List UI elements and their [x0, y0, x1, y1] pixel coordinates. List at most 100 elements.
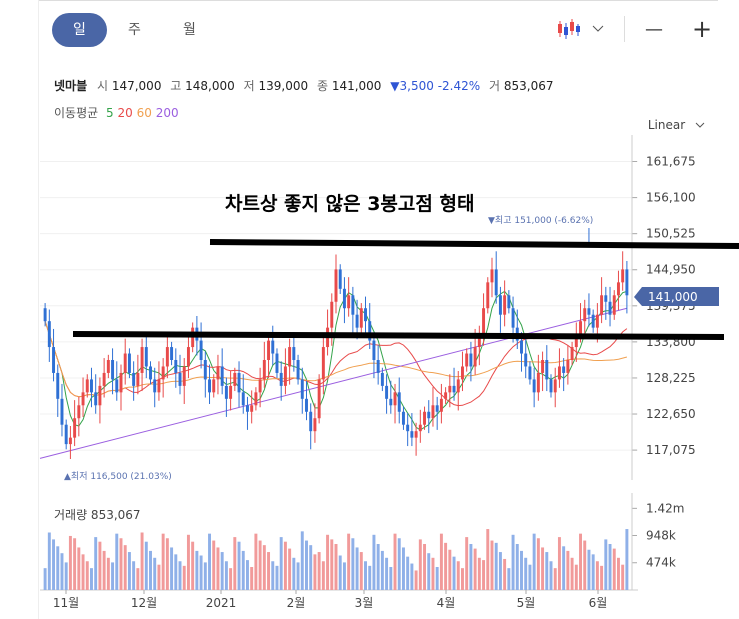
volume-bar	[47, 532, 51, 590]
candle-body	[393, 392, 397, 406]
volume-bar	[364, 561, 367, 590]
volume-bar	[351, 538, 355, 590]
candle-body	[174, 360, 178, 373]
volume-bar	[536, 538, 540, 590]
candle-body	[258, 379, 262, 393]
volume-bar	[43, 568, 47, 590]
volume-bar	[397, 538, 401, 590]
volume-bar	[482, 560, 486, 590]
volume-bar	[406, 556, 410, 590]
scale-selector[interactable]: Linear	[648, 118, 705, 132]
candle-body	[262, 360, 266, 380]
candle-body	[305, 398, 308, 412]
volume-bar	[334, 544, 338, 590]
volume-bar	[587, 549, 591, 590]
candle-body	[199, 340, 203, 360]
volume-bar	[368, 565, 372, 590]
volume-bar	[385, 557, 389, 590]
x-tick-label: 4월	[437, 596, 456, 610]
candle-body	[224, 385, 228, 399]
candle-body	[541, 360, 545, 373]
candle-body	[119, 372, 123, 393]
volume-bar	[317, 552, 321, 590]
y-tick-label: 122,650	[646, 407, 696, 421]
volume-bar	[355, 547, 359, 590]
x-axis: 11월 12월 2021 2월 3월 4월 5월 6월	[53, 590, 607, 610]
resistance-line	[209, 239, 739, 249]
volume-bar	[520, 550, 523, 590]
candle-body	[178, 372, 182, 386]
volume-bar	[410, 563, 414, 590]
candle-body	[123, 353, 127, 373]
candle-body	[90, 379, 93, 393]
open-value: 147,000	[111, 79, 162, 93]
volume-bar	[98, 541, 102, 590]
chevron-down-icon	[695, 122, 705, 128]
candle-body	[583, 308, 587, 322]
volume-bar	[604, 539, 608, 590]
volume-bar	[444, 542, 448, 590]
candle-body	[372, 340, 376, 360]
current-price-text: 141,000	[648, 290, 698, 304]
candle-body	[406, 424, 410, 432]
tab-day[interactable]: 일	[52, 13, 107, 47]
candle-body	[115, 379, 119, 393]
volume-bar	[115, 533, 119, 590]
ma-20: 20	[117, 106, 133, 120]
candle-body	[73, 418, 77, 438]
candle-body	[570, 347, 574, 360]
volume-bar	[233, 537, 237, 590]
volume-bar	[203, 562, 207, 590]
volume-bar	[338, 555, 342, 590]
volume-tick-label: 474k	[646, 556, 676, 570]
candle-body	[401, 411, 405, 425]
candle-body	[182, 366, 186, 386]
volume-bar	[170, 547, 174, 590]
candle-body	[94, 392, 98, 406]
candle-body	[144, 347, 148, 367]
volume-bar	[119, 538, 123, 590]
tab-week[interactable]: 주	[128, 22, 141, 38]
low-value: 139,000	[258, 79, 309, 93]
candle-body	[364, 308, 367, 322]
candle-body	[498, 295, 502, 315]
volume-bar	[305, 540, 308, 590]
zoom-in-button[interactable]: +	[691, 15, 713, 43]
toolbar-divider	[624, 16, 625, 42]
volume-bar	[174, 554, 178, 590]
candle-body	[553, 379, 557, 393]
candle-body	[321, 347, 325, 380]
candle-body	[309, 411, 313, 432]
candle-body	[524, 353, 528, 367]
ma-60: 60	[136, 106, 152, 120]
support-line	[72, 331, 725, 340]
min-price-label: ▲최저 116,500 (21.03%)	[64, 471, 172, 482]
close-label: 종	[316, 79, 328, 93]
candle-body	[64, 424, 68, 445]
volume-bar	[102, 550, 106, 590]
tab-month[interactable]: 월	[183, 22, 196, 38]
candlestick-icon	[558, 19, 580, 39]
volume-title: 거래량 853,067	[54, 508, 141, 522]
candle-body	[208, 379, 212, 393]
candle-body	[595, 314, 599, 328]
y-tick-label: 161,675	[646, 155, 696, 169]
change-pct: -2.42%	[437, 79, 481, 93]
candle-body	[203, 360, 207, 380]
candle-body	[477, 334, 481, 348]
candle-body	[545, 360, 549, 380]
high-label: 고	[170, 79, 182, 93]
volume-bar	[389, 567, 393, 590]
volume-bar	[199, 555, 203, 590]
volume-bar	[625, 529, 629, 590]
chart-type-button[interactable]	[550, 16, 610, 42]
candle-body	[267, 340, 271, 360]
candle-body	[149, 366, 152, 380]
zoom-out-button[interactable]: —	[645, 18, 663, 40]
candle-body	[216, 366, 220, 380]
candle-body	[557, 366, 561, 380]
volume-bar	[380, 550, 384, 590]
volume-bar	[591, 554, 595, 590]
volume-bar	[431, 557, 435, 590]
